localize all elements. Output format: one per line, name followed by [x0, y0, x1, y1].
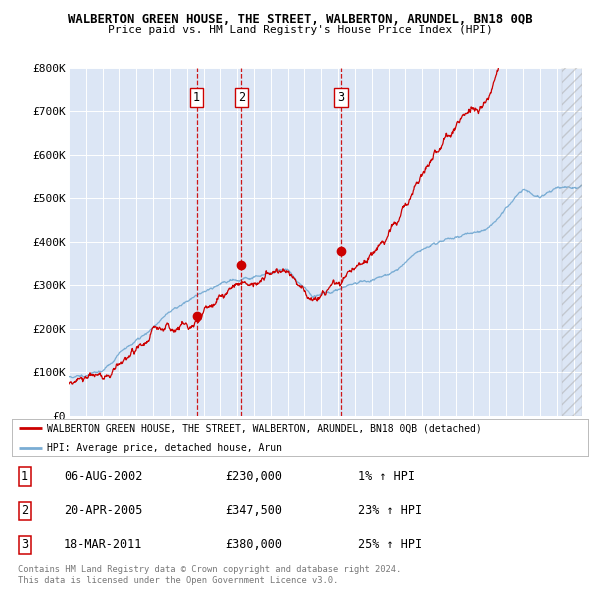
Text: 3: 3	[337, 91, 344, 104]
Text: 06-AUG-2002: 06-AUG-2002	[64, 470, 142, 483]
Text: 18-MAR-2011: 18-MAR-2011	[64, 538, 142, 551]
Text: HPI: Average price, detached house, Arun: HPI: Average price, detached house, Arun	[47, 443, 281, 453]
Text: 1: 1	[193, 91, 200, 104]
Text: WALBERTON GREEN HOUSE, THE STREET, WALBERTON, ARUNDEL, BN18 0QB (detached): WALBERTON GREEN HOUSE, THE STREET, WALBE…	[47, 423, 481, 433]
Bar	[562, 68, 582, 416]
Text: £347,500: £347,500	[225, 504, 282, 517]
Text: £380,000: £380,000	[225, 538, 282, 551]
Text: 2: 2	[238, 91, 245, 104]
Text: Contains HM Land Registry data © Crown copyright and database right 2024.
This d: Contains HM Land Registry data © Crown c…	[18, 565, 401, 585]
Text: 1: 1	[21, 470, 28, 483]
Text: Price paid vs. HM Land Registry's House Price Index (HPI): Price paid vs. HM Land Registry's House …	[107, 25, 493, 35]
Text: WALBERTON GREEN HOUSE, THE STREET, WALBERTON, ARUNDEL, BN18 0QB: WALBERTON GREEN HOUSE, THE STREET, WALBE…	[68, 13, 532, 26]
Text: £230,000: £230,000	[225, 470, 282, 483]
Text: 3: 3	[21, 538, 28, 551]
Text: 2: 2	[21, 504, 28, 517]
Text: 20-APR-2005: 20-APR-2005	[64, 504, 142, 517]
Text: 23% ↑ HPI: 23% ↑ HPI	[358, 504, 422, 517]
Text: 25% ↑ HPI: 25% ↑ HPI	[358, 538, 422, 551]
Text: 1% ↑ HPI: 1% ↑ HPI	[358, 470, 415, 483]
Bar	[562, 68, 582, 416]
